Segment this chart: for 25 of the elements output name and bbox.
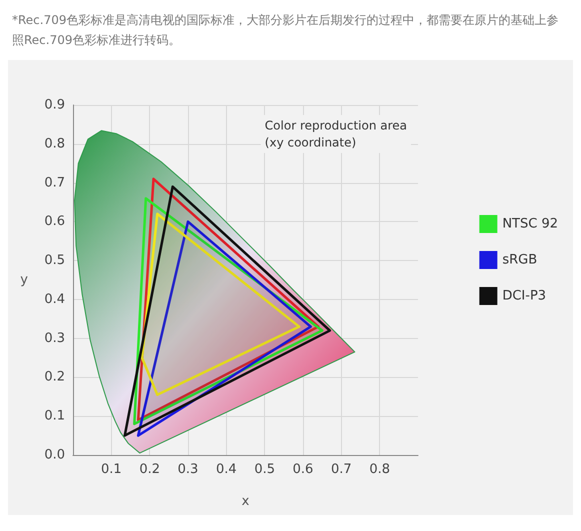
y-tick-label: 0.1 xyxy=(44,408,65,424)
y-tick-label: 0.8 xyxy=(44,136,65,152)
y-axis-title: y xyxy=(20,272,28,288)
legend-label: sRGB xyxy=(502,252,538,268)
x-tick-label: 0.4 xyxy=(216,462,237,477)
y-tick-label: 0.3 xyxy=(44,330,65,346)
y-tick-label: 0.4 xyxy=(44,292,65,307)
x-axis-title: x xyxy=(242,494,250,509)
y-tick-label: 0.5 xyxy=(44,253,65,268)
x-tick-label: 0.3 xyxy=(178,462,198,477)
x-tick-label: 0.8 xyxy=(369,462,390,477)
y-tick-label: 0.0 xyxy=(44,448,65,462)
x-tick-label: 0.5 xyxy=(254,462,276,477)
text: *Rec.709色彩标准是高清电视的国际标准，大部分影片在后期发行的过程中，都需要在原片的基础上参照Rec.709色彩标准进行转码。 xyxy=(11,12,560,49)
y-tick-label: 0.6 xyxy=(44,214,65,230)
y-tick-label: 0.2 xyxy=(44,370,65,385)
annotation: Color reproduction area (xy coordinate) xyxy=(264,118,408,150)
x-tick-label: 0.6 xyxy=(292,462,314,477)
y-tick-label: 0.7 xyxy=(44,175,65,190)
x-tick-label: 0.2 xyxy=(139,462,160,477)
y-tick-label: 0.9 xyxy=(44,98,65,112)
x-tick-label: 0.1 xyxy=(100,462,122,477)
legend-label: DCI-P3 xyxy=(502,288,546,304)
x-tick-label: 0.7 xyxy=(330,462,352,477)
legend-label: NTSC 92 xyxy=(502,216,558,232)
